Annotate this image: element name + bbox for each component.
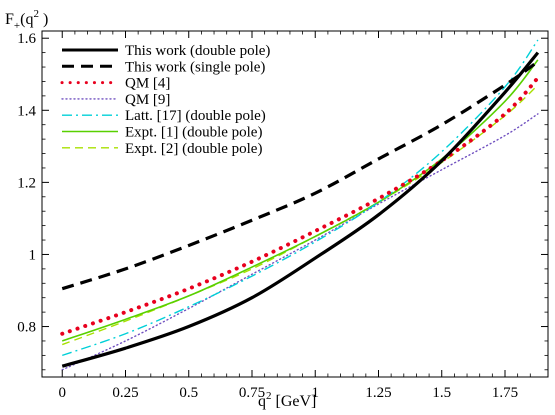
x-axis-label: q2 [GeV] [258, 390, 316, 410]
x-tick-label: 1.25 [365, 385, 391, 401]
legend-label-4: Latt. [17] (double pole) [125, 108, 266, 124]
ticks-layer: 0 0.25 0.5 0.75 1 1.25 1.5 1.75 0.8 1 1.2 1.4 1.6 [17, 31, 548, 401]
y-tick-label: 1 [29, 247, 37, 263]
x-tick-label: 0.25 [112, 385, 138, 401]
series-line-4 [62, 39, 539, 357]
x-tick-label: 0.5 [179, 385, 198, 401]
curves-layer [60, 39, 540, 371]
y-tick-label: 0.8 [17, 320, 36, 336]
legend: This work (double pole)This work (single… [60, 43, 270, 157]
legend-label-2: QM [4] [125, 76, 170, 92]
series-line-3 [61, 113, 539, 371]
y-tick-label: 1.4 [17, 103, 36, 119]
plot-frame [41, 30, 549, 378]
x-tick-label: 1.75 [492, 385, 518, 401]
series-line-1 [61, 60, 539, 291]
legend-label-3: QM [9] [125, 92, 170, 108]
x-tick-label: 0 [58, 385, 66, 401]
legend-label-6: Expt. [2] (double pole) [125, 141, 262, 157]
y-tick-label: 1.2 [17, 175, 36, 191]
series-line-2 [60, 75, 540, 336]
legend-label-5: Expt. [1] (double pole) [125, 125, 262, 141]
series-line-0 [61, 51, 540, 368]
x-tick-label: 1 [311, 385, 319, 401]
x-tick-label: 1.5 [432, 385, 451, 401]
series-line-5 [61, 59, 539, 342]
legend-label-0: This work (double pole) [125, 43, 270, 59]
x-tick-label: 0.75 [239, 385, 265, 401]
y-tick-label: 1.6 [17, 31, 36, 47]
y-axis-label: F+(q2 ) [5, 8, 48, 32]
legend-label-1: This work (single pole) [125, 59, 265, 75]
